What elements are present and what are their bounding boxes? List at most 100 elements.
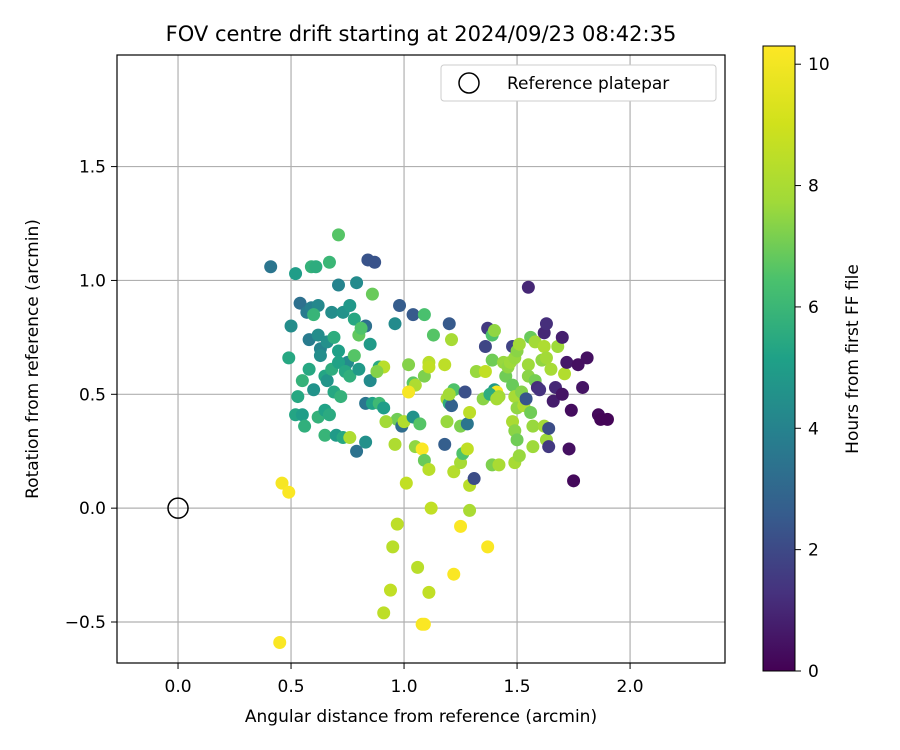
data-point	[368, 255, 382, 269]
data-point	[295, 408, 309, 422]
data-point	[354, 321, 368, 335]
chart-title: FOV centre drift starting at 2024/09/23 …	[166, 22, 677, 46]
data-point	[370, 365, 384, 379]
data-point	[524, 406, 538, 420]
data-point	[322, 408, 336, 422]
data-point	[506, 378, 520, 392]
data-point	[406, 308, 420, 322]
data-point	[600, 412, 614, 426]
data-point	[564, 403, 578, 417]
data-point	[537, 339, 551, 353]
data-point	[438, 437, 452, 451]
x-axis-ticks: 0.0 0.5 1.0 1.5 2.0	[165, 663, 644, 697]
data-point	[379, 415, 393, 429]
x-axis-label: Angular distance from reference (arcmin)	[245, 707, 597, 727]
data-point	[521, 358, 535, 372]
data-point	[343, 298, 357, 312]
x-tick-label: 1.0	[391, 677, 418, 697]
data-point	[347, 349, 361, 363]
data-point	[332, 278, 346, 292]
y-tick-label: −0.5	[65, 613, 106, 633]
colorbar-tick-label: 4	[808, 419, 819, 439]
data-point	[487, 324, 501, 338]
x-tick-label: 0.5	[278, 677, 305, 697]
data-point	[332, 344, 346, 358]
data-point	[350, 444, 364, 458]
data-point	[307, 383, 321, 397]
data-point	[463, 406, 477, 420]
data-point	[322, 255, 336, 269]
data-point	[282, 485, 296, 499]
data-point	[402, 385, 416, 399]
data-point	[347, 312, 361, 326]
data-point	[492, 458, 506, 472]
data-point	[359, 435, 373, 449]
data-point	[467, 472, 481, 486]
data-point	[526, 440, 540, 454]
data-point	[426, 328, 440, 342]
data-point	[298, 419, 312, 433]
colorbar-ticks: 0 2 4 6 8 10	[795, 55, 830, 682]
data-point	[539, 317, 553, 331]
data-point	[365, 287, 379, 301]
data-point	[282, 351, 296, 365]
data-point	[560, 355, 574, 369]
data-point	[377, 401, 391, 415]
data-point	[576, 380, 590, 394]
colorbar-gradient	[762, 45, 796, 672]
data-point	[284, 319, 298, 333]
data-point	[469, 365, 483, 379]
data-point	[460, 442, 474, 456]
colorbar-tick-label: 2	[808, 541, 819, 561]
legend-box	[440, 64, 717, 102]
data-point	[447, 567, 461, 581]
data-point	[478, 365, 492, 379]
data-point	[544, 362, 558, 376]
data-point	[295, 374, 309, 388]
data-point	[567, 474, 581, 488]
data-point	[463, 503, 477, 517]
data-point	[318, 428, 332, 442]
colorbar-tick-label: 0	[808, 662, 819, 682]
data-point	[521, 280, 535, 294]
y-tick-label: 0.0	[79, 499, 106, 519]
data-point	[422, 585, 436, 599]
colorbar-tick-label: 8	[808, 177, 819, 197]
data-point	[478, 339, 492, 353]
data-point	[542, 440, 556, 454]
data-point	[413, 417, 427, 431]
data-point	[363, 374, 377, 388]
plot-frame	[116, 54, 726, 664]
data-point	[363, 337, 377, 351]
data-point	[411, 560, 425, 574]
data-point	[558, 367, 572, 381]
data-point	[350, 276, 364, 290]
data-point	[526, 419, 540, 433]
data-point	[445, 333, 459, 347]
data-point	[302, 362, 316, 376]
data-point	[542, 421, 556, 435]
data-point	[289, 267, 303, 281]
x-tick-label: 2.0	[617, 677, 644, 697]
x-tick-label: 0.0	[165, 677, 192, 697]
data-point	[546, 394, 560, 408]
data-point	[481, 540, 495, 554]
data-point	[519, 392, 533, 406]
y-axis-label: Rotation from reference (arcmin)	[23, 219, 43, 499]
data-point	[417, 308, 431, 322]
data-point	[454, 519, 468, 533]
data-point	[440, 415, 454, 429]
data-point	[512, 337, 526, 351]
legend-marker-icon	[458, 72, 480, 94]
data-point	[273, 636, 287, 650]
data-point	[311, 328, 325, 342]
data-point	[422, 360, 436, 374]
data-point	[580, 351, 594, 365]
data-point	[571, 358, 585, 372]
data-point	[415, 442, 429, 456]
data-point	[377, 606, 391, 620]
data-point	[320, 374, 334, 388]
data-point	[343, 431, 357, 445]
data-point	[383, 583, 397, 597]
data-point	[445, 399, 459, 413]
